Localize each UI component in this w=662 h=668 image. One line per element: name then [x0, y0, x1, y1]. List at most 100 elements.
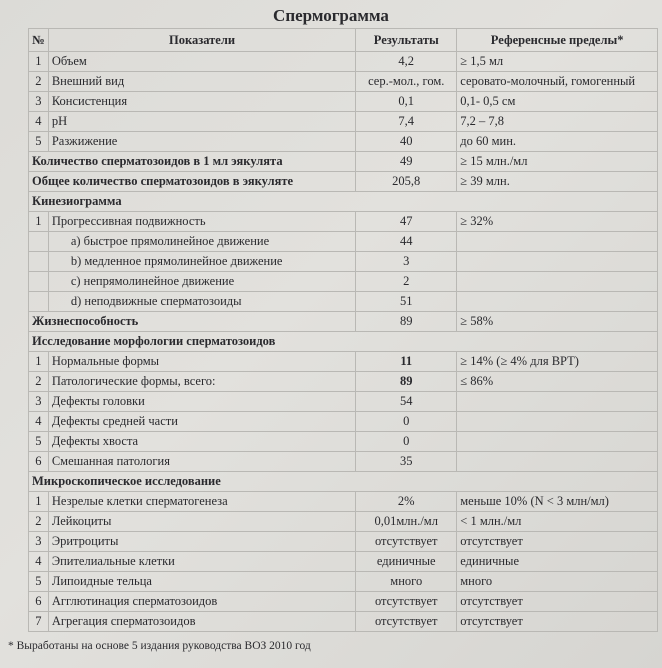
row-number: 3 — [28, 531, 49, 552]
table-row: b) медленное прямолинейное движение 3 — [28, 251, 658, 272]
row-reference: ≥ 58% — [456, 311, 658, 332]
table-row: 3 Дефекты головки 54 — [28, 391, 658, 412]
row-indicator: Дефекты средней части — [47, 411, 357, 432]
row-indicator: Эритроциты — [47, 531, 357, 552]
row-indicator: b) медленное прямолинейное движение — [47, 251, 357, 272]
row-number: 5 — [28, 131, 49, 152]
table-row: 4 Дефекты средней части 0 — [28, 411, 658, 432]
row-number: 2 — [28, 71, 49, 92]
table-row: Жизнеспособность 89 ≥ 58% — [27, 311, 658, 332]
row-result: единичные — [355, 551, 458, 572]
row-indicator: a) быстрое прямолинейное движение — [47, 231, 357, 252]
row-result: 0 — [355, 411, 458, 432]
section-title: Микроскопическое исследование — [28, 471, 658, 492]
row-indicator: Патологические формы, всего: — [47, 371, 357, 392]
header-result: Результаты — [355, 28, 458, 52]
table-row: 5 Разжижение 40 до 60 мин. — [28, 131, 658, 152]
row-reference — [456, 231, 658, 252]
row-reference: ≥ 15 млн./мл — [456, 151, 658, 172]
row-indicator: Незрелые клетки сперматогенеза — [47, 491, 357, 512]
table-row: a) быстрое прямолинейное движение 44 — [28, 231, 658, 252]
table-row: Количество сперматозоидов в 1 мл эякулят… — [27, 151, 658, 172]
row-reference — [456, 251, 658, 272]
row-number: 4 — [28, 111, 49, 132]
row-result: 0 — [355, 431, 458, 452]
row-result: 40 — [355, 131, 458, 152]
row-number: 1 — [28, 491, 49, 512]
row-indicator: Общее количество сперматозоидов в эякуля… — [27, 171, 357, 192]
row-reference: серовато-молочный, гомогенный — [456, 71, 658, 92]
row-number — [28, 251, 49, 272]
row-result: отсутствует — [355, 531, 458, 552]
section-header: Исследование морфологии сперматозоидов — [28, 331, 658, 352]
row-reference — [456, 431, 658, 452]
row-result: 2% — [355, 491, 458, 512]
row-indicator: Агглютинация сперматозоидов — [47, 591, 357, 612]
table-row: 6 Агглютинация сперматозоидов отсутствует о… — [28, 591, 658, 612]
row-indicator: Нормальные формы — [47, 351, 357, 372]
row-indicator: Липоидные тельца — [47, 571, 357, 592]
document-title: Спермограмма — [273, 6, 389, 25]
row-number: 1 — [28, 351, 49, 372]
row-number: 5 — [28, 571, 49, 592]
table-row: 1 Нормальные формы 11 ≥ 14% (≥ 4% для ВРТ) — [28, 351, 658, 372]
row-reference — [456, 291, 658, 312]
row-result: 47 — [355, 211, 458, 232]
row-reference: < 1 млн./мл — [456, 511, 658, 532]
row-number: 7 — [28, 611, 49, 632]
section-title: Исследование морфологии сперматозоидов — [28, 331, 658, 352]
row-indicator: Смешанная патология — [47, 451, 357, 472]
row-number: 6 — [28, 451, 49, 472]
row-reference: ≤ 86% — [456, 371, 658, 392]
table-row: 4 Эпителиальные клетки единичные единичные — [28, 551, 658, 572]
row-result: отсутствует — [355, 611, 458, 632]
row-number: 2 — [28, 511, 49, 532]
row-number: 5 — [28, 431, 49, 452]
table-row: d) неподвижные сперматозоиды 51 — [28, 291, 658, 312]
row-reference — [456, 271, 658, 292]
table-row: Общее количество сперматозоидов в эякуля… — [27, 171, 658, 192]
row-result: 0,1 — [355, 91, 458, 112]
row-indicator: Дефекты хвоста — [47, 431, 357, 452]
row-indicator: Разжижение — [47, 131, 357, 152]
row-indicator: Лейкоциты — [47, 511, 357, 532]
row-result: отсутствует — [355, 591, 458, 612]
table-row: 2 Патологические формы, всего: 89 ≤ 86% — [28, 371, 658, 392]
row-reference — [456, 451, 658, 472]
row-number — [28, 271, 49, 292]
header-name: Показатели — [47, 28, 357, 52]
row-result: 7,4 — [355, 111, 458, 132]
header-num: № — [28, 28, 49, 52]
row-number: 6 — [28, 591, 49, 612]
table-row: 3 Консистенция 0,1 0,1- 0,5 см — [28, 91, 658, 112]
section-title: Кинезиограмма — [28, 191, 658, 212]
row-reference: отсутствует — [456, 591, 658, 612]
table-row: 5 Липоидные тельца много много — [28, 571, 658, 592]
row-reference: 0,1- 0,5 см — [456, 91, 658, 112]
header-reference: Референсные пределы* — [456, 28, 658, 52]
footnote: * Выработаны на основе 5 издания руковод… — [8, 640, 311, 652]
row-result: 0,01млн./мл — [355, 511, 458, 532]
table-row: 3 Эритроциты отсутствует отсутствует — [28, 531, 658, 552]
row-result: 2 — [355, 271, 458, 292]
row-result: 89 — [355, 311, 458, 332]
table-row: 6 Смешанная патология 35 — [28, 451, 658, 472]
row-reference: единичные — [456, 551, 658, 572]
row-indicator: c) непрямолинейное движение — [47, 271, 357, 292]
results-table: № Показатели Результаты Референсные пред… — [27, 28, 658, 632]
table-row: 1 Объем 4,2 ≥ 1,5 мл — [28, 51, 658, 72]
table-row: 1 Прогрессивная подвижность 47 ≥ 32% — [28, 211, 658, 232]
row-indicator: Внешний вид — [47, 71, 357, 92]
row-reference: 7,2 – 7,8 — [456, 111, 658, 132]
table-header: № Показатели Результаты Референсные пред… — [28, 28, 658, 52]
section-header: Кинезиограмма — [28, 191, 658, 212]
row-result: 3 — [355, 251, 458, 272]
table-row: 2 Лейкоциты 0,01млн./мл < 1 млн./мл — [28, 511, 658, 532]
row-indicator: Консистенция — [47, 91, 357, 112]
row-indicator: Объем — [47, 51, 357, 72]
row-result: 35 — [355, 451, 458, 472]
row-result: 4,2 — [355, 51, 458, 72]
row-indicator: d) неподвижные сперматозоиды — [47, 291, 357, 312]
table-row: c) непрямолинейное движение 2 — [28, 271, 658, 292]
row-reference: меньше 10% (N < 3 млн/мл) — [456, 491, 658, 512]
